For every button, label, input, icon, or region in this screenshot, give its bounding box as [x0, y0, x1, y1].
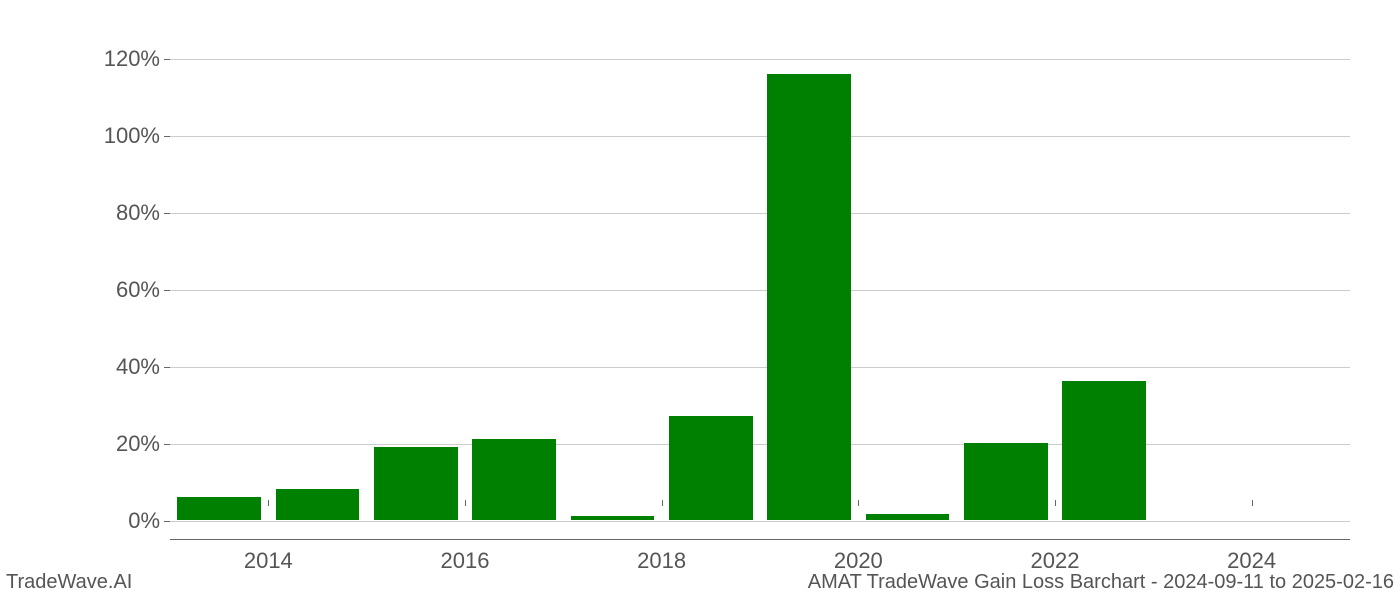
bar	[964, 443, 1048, 520]
bar	[571, 516, 655, 520]
y-tick-label: 60%	[116, 277, 160, 303]
plot-area	[170, 40, 1350, 540]
gridline	[170, 213, 1350, 214]
gridline	[170, 136, 1350, 137]
x-tick-mark	[858, 500, 859, 506]
x-tick-mark	[1055, 500, 1056, 506]
y-tick-mark	[164, 521, 170, 522]
x-tick-label: 2018	[637, 548, 686, 574]
bar	[1062, 381, 1146, 519]
y-tick-mark	[164, 136, 170, 137]
chart-container	[170, 40, 1350, 540]
y-tick-label: 120%	[104, 46, 160, 72]
gridline	[170, 521, 1350, 522]
gridline	[170, 59, 1350, 60]
x-tick-label: 2022	[1031, 548, 1080, 574]
x-tick-mark	[662, 500, 663, 506]
y-tick-mark	[164, 444, 170, 445]
x-tick-label: 2016	[441, 548, 490, 574]
x-tick-mark	[465, 500, 466, 506]
x-tick-mark	[268, 500, 269, 506]
bar	[767, 74, 851, 520]
x-tick-label: 2024	[1227, 548, 1276, 574]
y-tick-mark	[164, 59, 170, 60]
x-tick-mark	[1252, 500, 1253, 506]
bar	[374, 447, 458, 520]
bar	[866, 514, 950, 520]
y-tick-label: 20%	[116, 431, 160, 457]
y-tick-mark	[164, 367, 170, 368]
gridline	[170, 367, 1350, 368]
bar	[177, 497, 261, 520]
bar	[669, 416, 753, 520]
y-tick-mark	[164, 290, 170, 291]
footer-left-text: TradeWave.AI	[6, 571, 132, 594]
x-tick-label: 2020	[834, 548, 883, 574]
y-tick-label: 40%	[116, 354, 160, 380]
y-tick-label: 100%	[104, 123, 160, 149]
footer-right-text: AMAT TradeWave Gain Loss Barchart - 2024…	[808, 571, 1394, 594]
y-tick-label: 80%	[116, 200, 160, 226]
gridline	[170, 290, 1350, 291]
bar	[472, 439, 556, 520]
y-tick-mark	[164, 213, 170, 214]
y-tick-label: 0%	[128, 508, 160, 534]
gridline	[170, 444, 1350, 445]
x-tick-label: 2014	[244, 548, 293, 574]
bar	[276, 489, 360, 520]
